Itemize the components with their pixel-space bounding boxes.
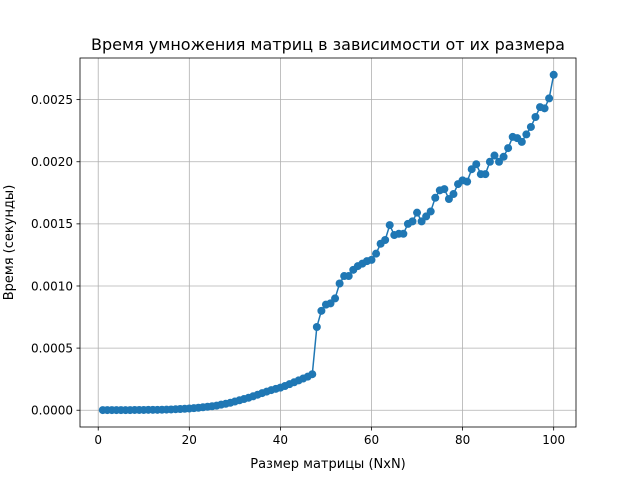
- x-tick-label: 80: [455, 433, 470, 447]
- data-point: [440, 185, 449, 194]
- data-point: [504, 144, 513, 153]
- x-axis-label: Размер матрицы (NxN): [250, 457, 406, 472]
- y-tick-label: 0.0010: [31, 279, 73, 293]
- data-point: [308, 370, 317, 379]
- data-point: [472, 160, 481, 169]
- y-tick-label: 0.0000: [31, 404, 73, 418]
- x-tick-label: 40: [273, 433, 288, 447]
- x-tick-label: 100: [542, 433, 565, 447]
- data-point: [335, 279, 344, 288]
- data-point: [463, 177, 472, 186]
- data-point: [312, 322, 321, 331]
- data-point: [549, 70, 558, 79]
- data-point: [372, 249, 381, 258]
- data-point: [381, 236, 390, 245]
- data-point: [367, 255, 376, 264]
- x-tick-label: 0: [94, 433, 102, 447]
- chart-title: Время умножения матриц в зависимости от …: [91, 35, 565, 54]
- data-point: [531, 113, 540, 122]
- data-point: [485, 157, 494, 166]
- data-point: [540, 104, 549, 113]
- x-tick-label: 20: [182, 433, 197, 447]
- y-axis-label: Время (секунды): [2, 185, 17, 301]
- data-point: [317, 306, 326, 315]
- data-point: [490, 151, 499, 160]
- data-point: [344, 272, 353, 281]
- data-point: [526, 122, 535, 131]
- data-point: [481, 170, 490, 179]
- data-point: [545, 94, 554, 103]
- y-tick-label: 0.0020: [31, 155, 73, 169]
- data-point: [426, 207, 435, 216]
- data-point: [413, 208, 422, 217]
- data-point: [449, 190, 458, 199]
- data-point: [399, 229, 408, 238]
- data-point: [431, 193, 440, 202]
- data-point: [385, 221, 394, 230]
- y-tick-label: 0.0015: [31, 217, 73, 231]
- data-point: [499, 152, 508, 161]
- y-tick-label: 0.0025: [31, 93, 73, 107]
- axis-ticks: 0 20 40 60 80 100 0.0000 0.0005 0.0010 0.0015 0.00…: [31, 93, 565, 447]
- series-layer: [98, 70, 558, 415]
- y-tick-label: 0.0005: [31, 341, 73, 355]
- x-tick-label: 60: [364, 433, 379, 447]
- plot-frame: [79, 57, 577, 428]
- data-point: [522, 130, 531, 139]
- data-point: [517, 137, 526, 146]
- data-point: [331, 294, 340, 303]
- data-point: [408, 217, 417, 226]
